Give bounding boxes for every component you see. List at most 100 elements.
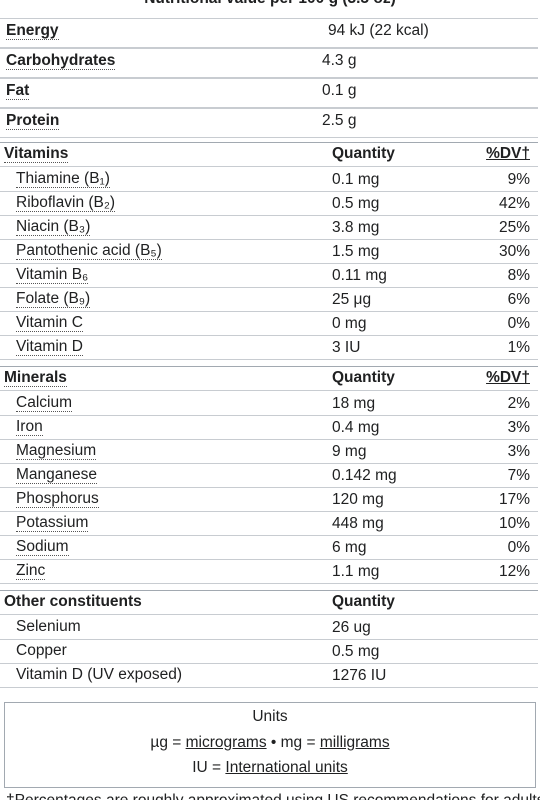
nutrient-name: Thiamine (B₁) xyxy=(16,170,110,188)
daily-value: 12% xyxy=(498,563,530,580)
nutrient-link[interactable]: Folate (B₉) xyxy=(16,290,91,308)
nutrient-name: Pantothenic acid (B₅) xyxy=(16,242,162,260)
nutrient-link[interactable]: Protein xyxy=(6,112,60,130)
row-line xyxy=(0,288,538,312)
row-line xyxy=(0,640,538,664)
daily-value: 9% xyxy=(507,171,530,188)
nutrient-name: Vitamin C xyxy=(16,314,83,332)
row-line xyxy=(0,168,538,192)
row-line xyxy=(0,216,538,240)
dv-header: %DV† xyxy=(486,145,530,163)
nutrient-link[interactable]: Sodium xyxy=(16,538,69,556)
row-line xyxy=(0,392,538,416)
section-name: Other constituents xyxy=(4,593,142,611)
nutrient-link: Copper xyxy=(16,642,67,659)
units-line: IU = International units xyxy=(0,759,540,777)
unit-link[interactable]: International units xyxy=(225,759,348,776)
units-box xyxy=(4,702,536,788)
nutrient-value: 2.5 g xyxy=(322,112,357,129)
unit-link[interactable]: micrograms xyxy=(185,734,267,751)
units-title: Units xyxy=(252,708,288,725)
nutrient-link: Selenium xyxy=(16,618,81,635)
nutrient-link[interactable]: Vitamin C xyxy=(16,314,83,332)
daily-value: 30% xyxy=(498,243,530,260)
row-line xyxy=(0,664,538,688)
dv-link[interactable]: %DV† xyxy=(486,145,530,162)
section-link[interactable]: Vitamins xyxy=(4,145,69,163)
nutrient-link[interactable]: Manganese xyxy=(16,466,98,484)
nutrient-link[interactable]: Magnesium xyxy=(16,442,97,460)
daily-value: 8% xyxy=(507,267,530,284)
section-link: Other constituents xyxy=(4,593,142,610)
nutrient-link[interactable]: Zinc xyxy=(16,562,46,580)
daily-value: 17% xyxy=(498,491,530,508)
quantity: 0.1 mg xyxy=(332,171,380,188)
nutrient-link[interactable]: Pantothenic acid (B₅) xyxy=(16,242,162,260)
daily-value: 7% xyxy=(507,467,530,484)
quantity: 1276 IU xyxy=(332,667,387,684)
dv-link[interactable]: %DV† xyxy=(486,369,530,386)
daily-value: 0% xyxy=(507,539,530,556)
row-line xyxy=(0,488,538,512)
row-line xyxy=(0,440,538,464)
daily-value: 3% xyxy=(507,419,530,436)
daily-value: 2% xyxy=(507,395,530,412)
nutrient-name: Vitamin D xyxy=(16,338,83,356)
quantity: 6 mg xyxy=(332,539,367,556)
nutrient-link[interactable]: Vitamin D xyxy=(16,338,83,356)
nutrient-name: Niacin (B₃) xyxy=(16,218,91,236)
row-line xyxy=(0,464,538,488)
section-link[interactable]: Minerals xyxy=(4,369,67,387)
row-line xyxy=(0,264,538,288)
nutrient-name: Iron xyxy=(16,418,43,436)
daily-value: 42% xyxy=(498,195,530,212)
section-header-line xyxy=(0,366,538,391)
daily-value: 6% xyxy=(507,291,530,308)
row-line xyxy=(0,336,538,360)
nutrient-link[interactable]: Thiamine (B₁) xyxy=(16,170,110,188)
nutrient-name: Vitamin D (UV exposed) xyxy=(16,666,182,684)
section-header-line xyxy=(0,590,538,615)
nutrient-link[interactable]: Carbohydrates xyxy=(6,52,116,70)
nutrient-link[interactable]: Energy xyxy=(6,22,59,40)
nutrient-link[interactable]: Potassium xyxy=(16,514,89,532)
nutrient-link[interactable]: Riboflavin (B₂) xyxy=(16,194,116,212)
daily-value: 3% xyxy=(507,443,530,460)
row-line xyxy=(0,312,538,336)
nutrient-link[interactable]: Iron xyxy=(16,418,43,436)
daily-value: 1% xyxy=(507,339,530,356)
table-title: Nutritional value per 100 g (3.5 oz) xyxy=(0,0,540,8)
nutrient-name: Selenium xyxy=(16,618,81,636)
row-line xyxy=(0,108,538,138)
nutrient-link[interactable]: Niacin (B₃) xyxy=(16,218,91,236)
daily-value: 10% xyxy=(498,515,530,532)
nutrient-link[interactable]: Fat xyxy=(6,82,30,100)
quantity-header: Quantity xyxy=(332,593,395,610)
nutrient-link[interactable]: Vitamin B₆ xyxy=(16,266,89,284)
quantity: 448 mg xyxy=(332,515,384,532)
quantity: 26 ug xyxy=(332,619,371,636)
quantity: 3 IU xyxy=(332,339,361,356)
quantity: 18 mg xyxy=(332,395,376,412)
row-line xyxy=(0,240,538,264)
quantity: 1.1 mg xyxy=(332,563,380,580)
row-line xyxy=(0,78,538,108)
quantity: 0.5 mg xyxy=(332,643,380,660)
unit-link[interactable]: milligrams xyxy=(319,734,390,751)
nutrient-name: Copper xyxy=(16,642,67,660)
quantity: 0 mg xyxy=(332,315,367,332)
row-line xyxy=(0,536,538,560)
row-line xyxy=(0,48,538,78)
nutrient-link[interactable]: Phosphorus xyxy=(16,490,99,508)
quantity: 25 μg xyxy=(332,291,372,308)
dv-header: %DV† xyxy=(486,369,530,387)
nutrient-link: Vitamin D (UV exposed) xyxy=(16,666,182,683)
nutrient-link[interactable]: Calcium xyxy=(16,394,72,412)
quantity-header: Quantity xyxy=(332,369,395,386)
quantity-header: Quantity xyxy=(332,145,395,162)
units-line: µg = micrograms • mg = milligrams xyxy=(0,734,540,752)
nutrient-name: Zinc xyxy=(16,562,46,580)
nutrient-name: Energy xyxy=(6,22,59,40)
nutrient-name: Folate (B₉) xyxy=(16,290,91,308)
